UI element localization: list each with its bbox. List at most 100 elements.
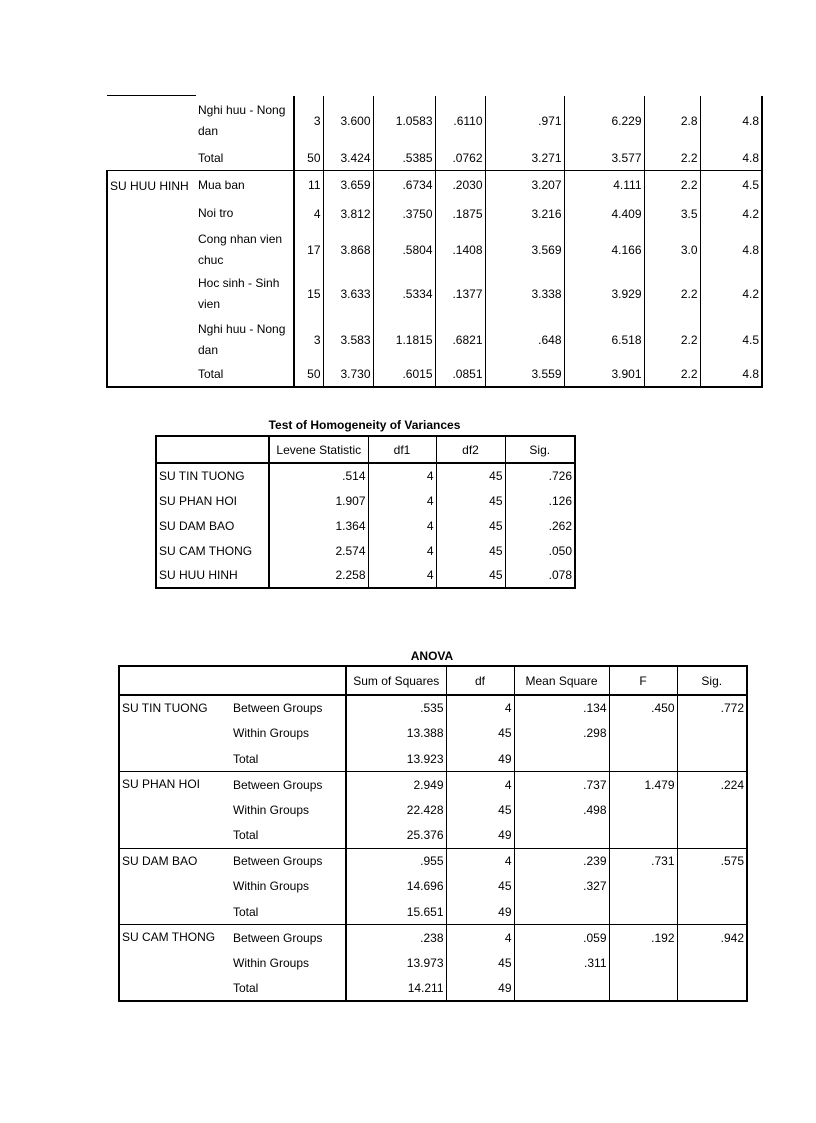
row-label: Between Groups bbox=[231, 771, 347, 797]
cell: 3.659 bbox=[323, 170, 374, 200]
cell bbox=[677, 950, 748, 976]
header-cell: F bbox=[609, 666, 678, 696]
cell: 50 bbox=[294, 362, 324, 388]
cell: 49 bbox=[446, 822, 515, 848]
cell bbox=[609, 975, 678, 1001]
cell: 14.696 bbox=[346, 873, 447, 899]
cell bbox=[609, 746, 678, 772]
table: Levene Statistic df1 df2 Sig. SU TIN TUONG .5… bbox=[155, 435, 576, 589]
cell: .126 bbox=[505, 488, 576, 513]
cell: 3.577 bbox=[564, 146, 645, 171]
cell: 14.211 bbox=[346, 975, 447, 1001]
cell: .1377 bbox=[435, 271, 486, 317]
cell: 4 bbox=[294, 199, 324, 228]
group-label: SU CAM THONG bbox=[119, 924, 231, 1001]
cell: .134 bbox=[514, 695, 610, 721]
table: Sum of Squares df Mean Square F Sig. SU TIN T… bbox=[118, 665, 748, 1002]
row-label: Nghi huu - Nong dan bbox=[196, 316, 295, 363]
cell: .731 bbox=[609, 847, 678, 874]
cell: 2.2 bbox=[644, 146, 701, 171]
cell: 4 bbox=[368, 563, 437, 588]
cell: 3.569 bbox=[485, 227, 565, 272]
cell: 3.271 bbox=[485, 146, 565, 171]
row-label: Mua ban bbox=[196, 170, 295, 200]
cell: .5334 bbox=[373, 271, 436, 317]
cell: 3.559 bbox=[485, 362, 565, 388]
cell: 22.428 bbox=[346, 797, 447, 823]
cell: 45 bbox=[446, 797, 515, 823]
cell: 2.2 bbox=[644, 362, 701, 388]
row-label: Between Groups bbox=[231, 847, 347, 874]
cell: 49 bbox=[446, 746, 515, 772]
cell: 4.8 bbox=[700, 227, 763, 272]
cell: 45 bbox=[436, 463, 506, 488]
row-label: Total bbox=[231, 746, 347, 772]
header-cell bbox=[156, 436, 270, 464]
cell: 4.5 bbox=[700, 316, 763, 363]
cell: .575 bbox=[677, 847, 748, 874]
cell: 4 bbox=[446, 847, 515, 874]
cell: .224 bbox=[677, 771, 748, 797]
cell: 3.338 bbox=[485, 271, 565, 317]
table: Nghi huu - Nong dan 3 3.600 1.0583.6110.971… bbox=[106, 95, 763, 388]
cell: 15.651 bbox=[346, 899, 447, 925]
cell: .262 bbox=[505, 513, 576, 538]
row: Noi tro 4 3.812.3750.1875 3.216 4.409 3.5 4.2 bbox=[107, 199, 763, 228]
row: Total 13.923 49 bbox=[119, 746, 748, 772]
cell: .0851 bbox=[435, 362, 486, 388]
cell bbox=[677, 746, 748, 772]
row: SU DAM BAO Between Groups .955 4.239.731.57… bbox=[119, 847, 748, 925]
cell: 4.8 bbox=[700, 146, 763, 171]
row: Total 15.651 49 bbox=[119, 899, 748, 925]
cell: .238 bbox=[346, 924, 447, 950]
cell: 13.388 bbox=[346, 720, 447, 746]
row: SU DAM BAO 1.364 4 45.262 bbox=[156, 513, 576, 538]
group-label: SU HUU HINH bbox=[106, 170, 196, 388]
cell: 2.2 bbox=[644, 271, 701, 317]
row-label: SU DAM BAO bbox=[156, 513, 270, 538]
cell: 3.901 bbox=[564, 362, 645, 388]
cell: 3.868 bbox=[323, 227, 374, 272]
cell: 13.973 bbox=[346, 950, 447, 976]
cell: .2030 bbox=[435, 170, 486, 200]
cell bbox=[609, 797, 678, 823]
cell: 15 bbox=[294, 271, 324, 317]
cell: 3.0 bbox=[644, 227, 701, 272]
cell bbox=[677, 797, 748, 823]
cell: 45 bbox=[446, 873, 515, 899]
row-label: Cong nhan vien chuc bbox=[196, 227, 295, 272]
cell: 4.166 bbox=[564, 227, 645, 272]
cell: .192 bbox=[609, 924, 678, 950]
group-label: SU PHAN HOI bbox=[119, 771, 231, 848]
cell: 4.8 bbox=[700, 362, 763, 388]
row-label: Nghi huu - Nong dan bbox=[196, 95, 295, 147]
table-title: ANOVA bbox=[410, 649, 454, 663]
cell: .311 bbox=[514, 950, 610, 976]
header-cell: df2 bbox=[436, 436, 506, 464]
cell: 6.229 bbox=[564, 95, 645, 147]
cell bbox=[514, 822, 610, 848]
cell: .450 bbox=[609, 695, 678, 721]
cell: 4.8 bbox=[700, 95, 763, 147]
row-label: Total bbox=[231, 975, 347, 1001]
cell bbox=[609, 899, 678, 925]
cell bbox=[677, 873, 748, 899]
cell: 2.574 bbox=[269, 538, 369, 563]
cell: .514 bbox=[269, 463, 369, 488]
cell: .535 bbox=[346, 695, 447, 721]
cell: 4.409 bbox=[564, 199, 645, 228]
cell bbox=[609, 950, 678, 976]
cell: 1.1815 bbox=[373, 316, 436, 363]
row-label: Total bbox=[231, 899, 347, 925]
group-label: SU DAM BAO bbox=[119, 847, 231, 925]
header-cell: Sig. bbox=[505, 436, 576, 464]
group-label bbox=[107, 95, 196, 171]
row-label: Noi tro bbox=[196, 199, 295, 228]
row: Total 14.211 49 bbox=[119, 975, 748, 1001]
cell: 3.600 bbox=[323, 95, 374, 147]
cell: 4 bbox=[368, 513, 437, 538]
row-label: SU TIN TUONG bbox=[156, 463, 270, 488]
row-label: Between Groups bbox=[231, 695, 347, 721]
cell: .1875 bbox=[435, 199, 486, 228]
